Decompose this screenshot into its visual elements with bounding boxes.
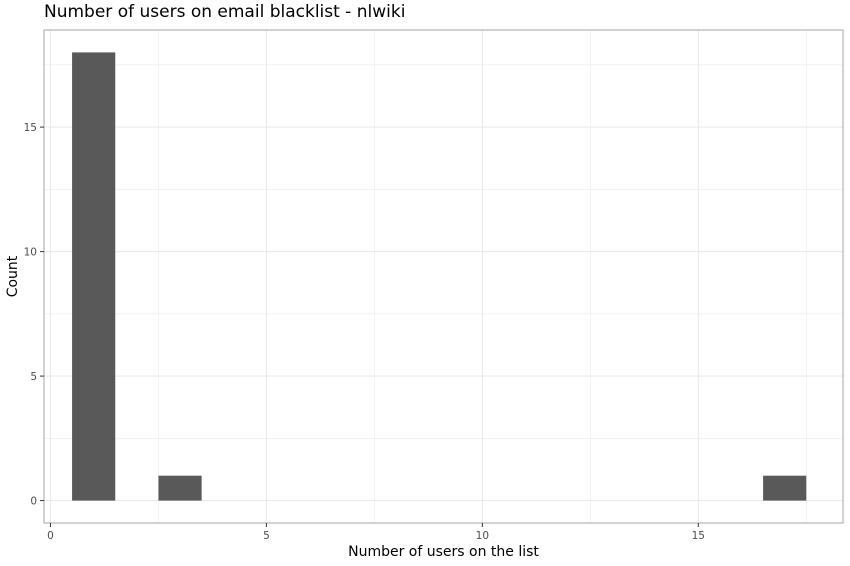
histogram-bar bbox=[72, 52, 116, 501]
x-axis-title: Number of users on the list bbox=[348, 544, 539, 560]
grid-minor-lines bbox=[44, 30, 843, 523]
histogram-bar bbox=[158, 475, 202, 501]
histogram-bars bbox=[72, 52, 807, 501]
y-axis-ticks: 0 5 10 15 bbox=[24, 122, 44, 508]
x-tick-label: 5 bbox=[263, 530, 270, 542]
x-tick-label: 10 bbox=[476, 530, 489, 542]
x-axis-ticks: 0 5 10 15 bbox=[47, 523, 705, 542]
x-tick-label: 15 bbox=[692, 530, 705, 542]
y-tick-label: 0 bbox=[30, 496, 37, 508]
y-axis-title: Count bbox=[5, 255, 21, 297]
y-tick-label: 15 bbox=[24, 122, 37, 134]
y-tick-label: 10 bbox=[24, 247, 37, 259]
histogram-bar bbox=[763, 475, 807, 501]
y-tick-label: 5 bbox=[30, 371, 37, 383]
grid-major-lines bbox=[44, 30, 843, 523]
panel-border bbox=[43, 29, 844, 524]
x-tick-label: 0 bbox=[47, 530, 54, 542]
chart-title: Number of users on email blacklist - nlw… bbox=[44, 2, 406, 22]
